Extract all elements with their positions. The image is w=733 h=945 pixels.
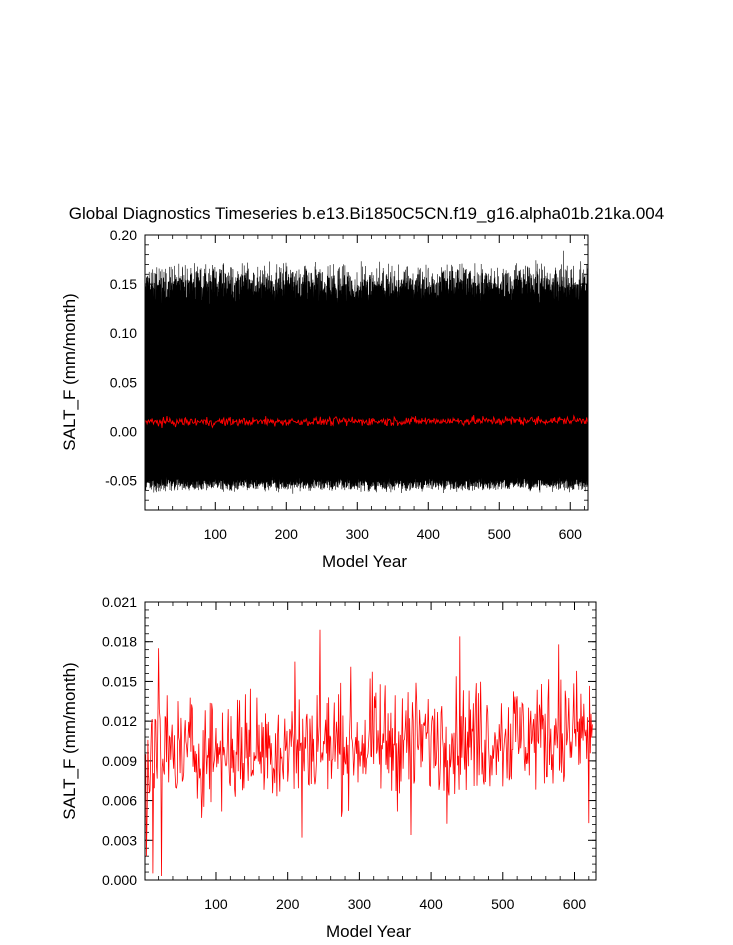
y-tick-label: 0.000 <box>102 872 137 888</box>
x-tick-label: 500 <box>491 896 515 912</box>
y-tick-label: 0.003 <box>102 832 137 848</box>
y-tick-label: 0.018 <box>102 634 137 650</box>
x-tick-label: 400 <box>417 526 441 542</box>
chart-title: Global Diagnostics Timeseries b.e13.Bi18… <box>68 204 665 223</box>
y-axis-label: SALT_F (mm/month) <box>60 293 79 450</box>
y-tick-label: 0.00 <box>110 423 137 439</box>
x-tick-label: 300 <box>346 526 370 542</box>
y-axis-label: SALT_F (mm/month) <box>60 662 79 819</box>
plot-2: 0.000 0.003 0.006 0.009 0.012 0.015 0.018 0.021… <box>60 594 597 941</box>
plot-2-frame <box>144 601 597 881</box>
plot-1-frame <box>144 234 589 511</box>
y-tick-label: 0.10 <box>110 325 137 341</box>
x-tick-label: 200 <box>275 526 299 542</box>
y-tick-label: 0.012 <box>102 713 137 729</box>
x-tick-label: 100 <box>204 896 228 912</box>
y-tick-label: 0.015 <box>102 673 137 689</box>
x-tick-label: 400 <box>419 896 443 912</box>
y-tick-label: 0.15 <box>110 276 137 292</box>
y-tick-label: 0.05 <box>110 374 137 390</box>
y-tick-label: 0.006 <box>102 793 137 809</box>
y-tick-label: 0.009 <box>102 753 137 769</box>
x-axis-label: Model Year <box>322 552 407 571</box>
y-tick-label: 0.021 <box>102 594 137 610</box>
x-axis-label: Model Year <box>326 922 411 941</box>
x-tick-label: 200 <box>276 896 300 912</box>
x-tick-label: 100 <box>204 526 228 542</box>
x-tick-label: 600 <box>563 896 587 912</box>
x-tick-label: 600 <box>559 526 583 542</box>
x-tick-label: 300 <box>348 896 372 912</box>
annual-mean-line <box>145 414 588 429</box>
plot-1: -0.05 0.00 0.05 0.10 0.15 0.20 100 200 300 400 500… <box>60 227 589 571</box>
x-tick-label: 500 <box>488 526 512 542</box>
y-tick-label: 0.20 <box>110 227 137 243</box>
annual-mean-line <box>145 629 593 877</box>
monthly-series-line <box>145 250 588 494</box>
y-tick-label: -0.05 <box>105 473 137 489</box>
